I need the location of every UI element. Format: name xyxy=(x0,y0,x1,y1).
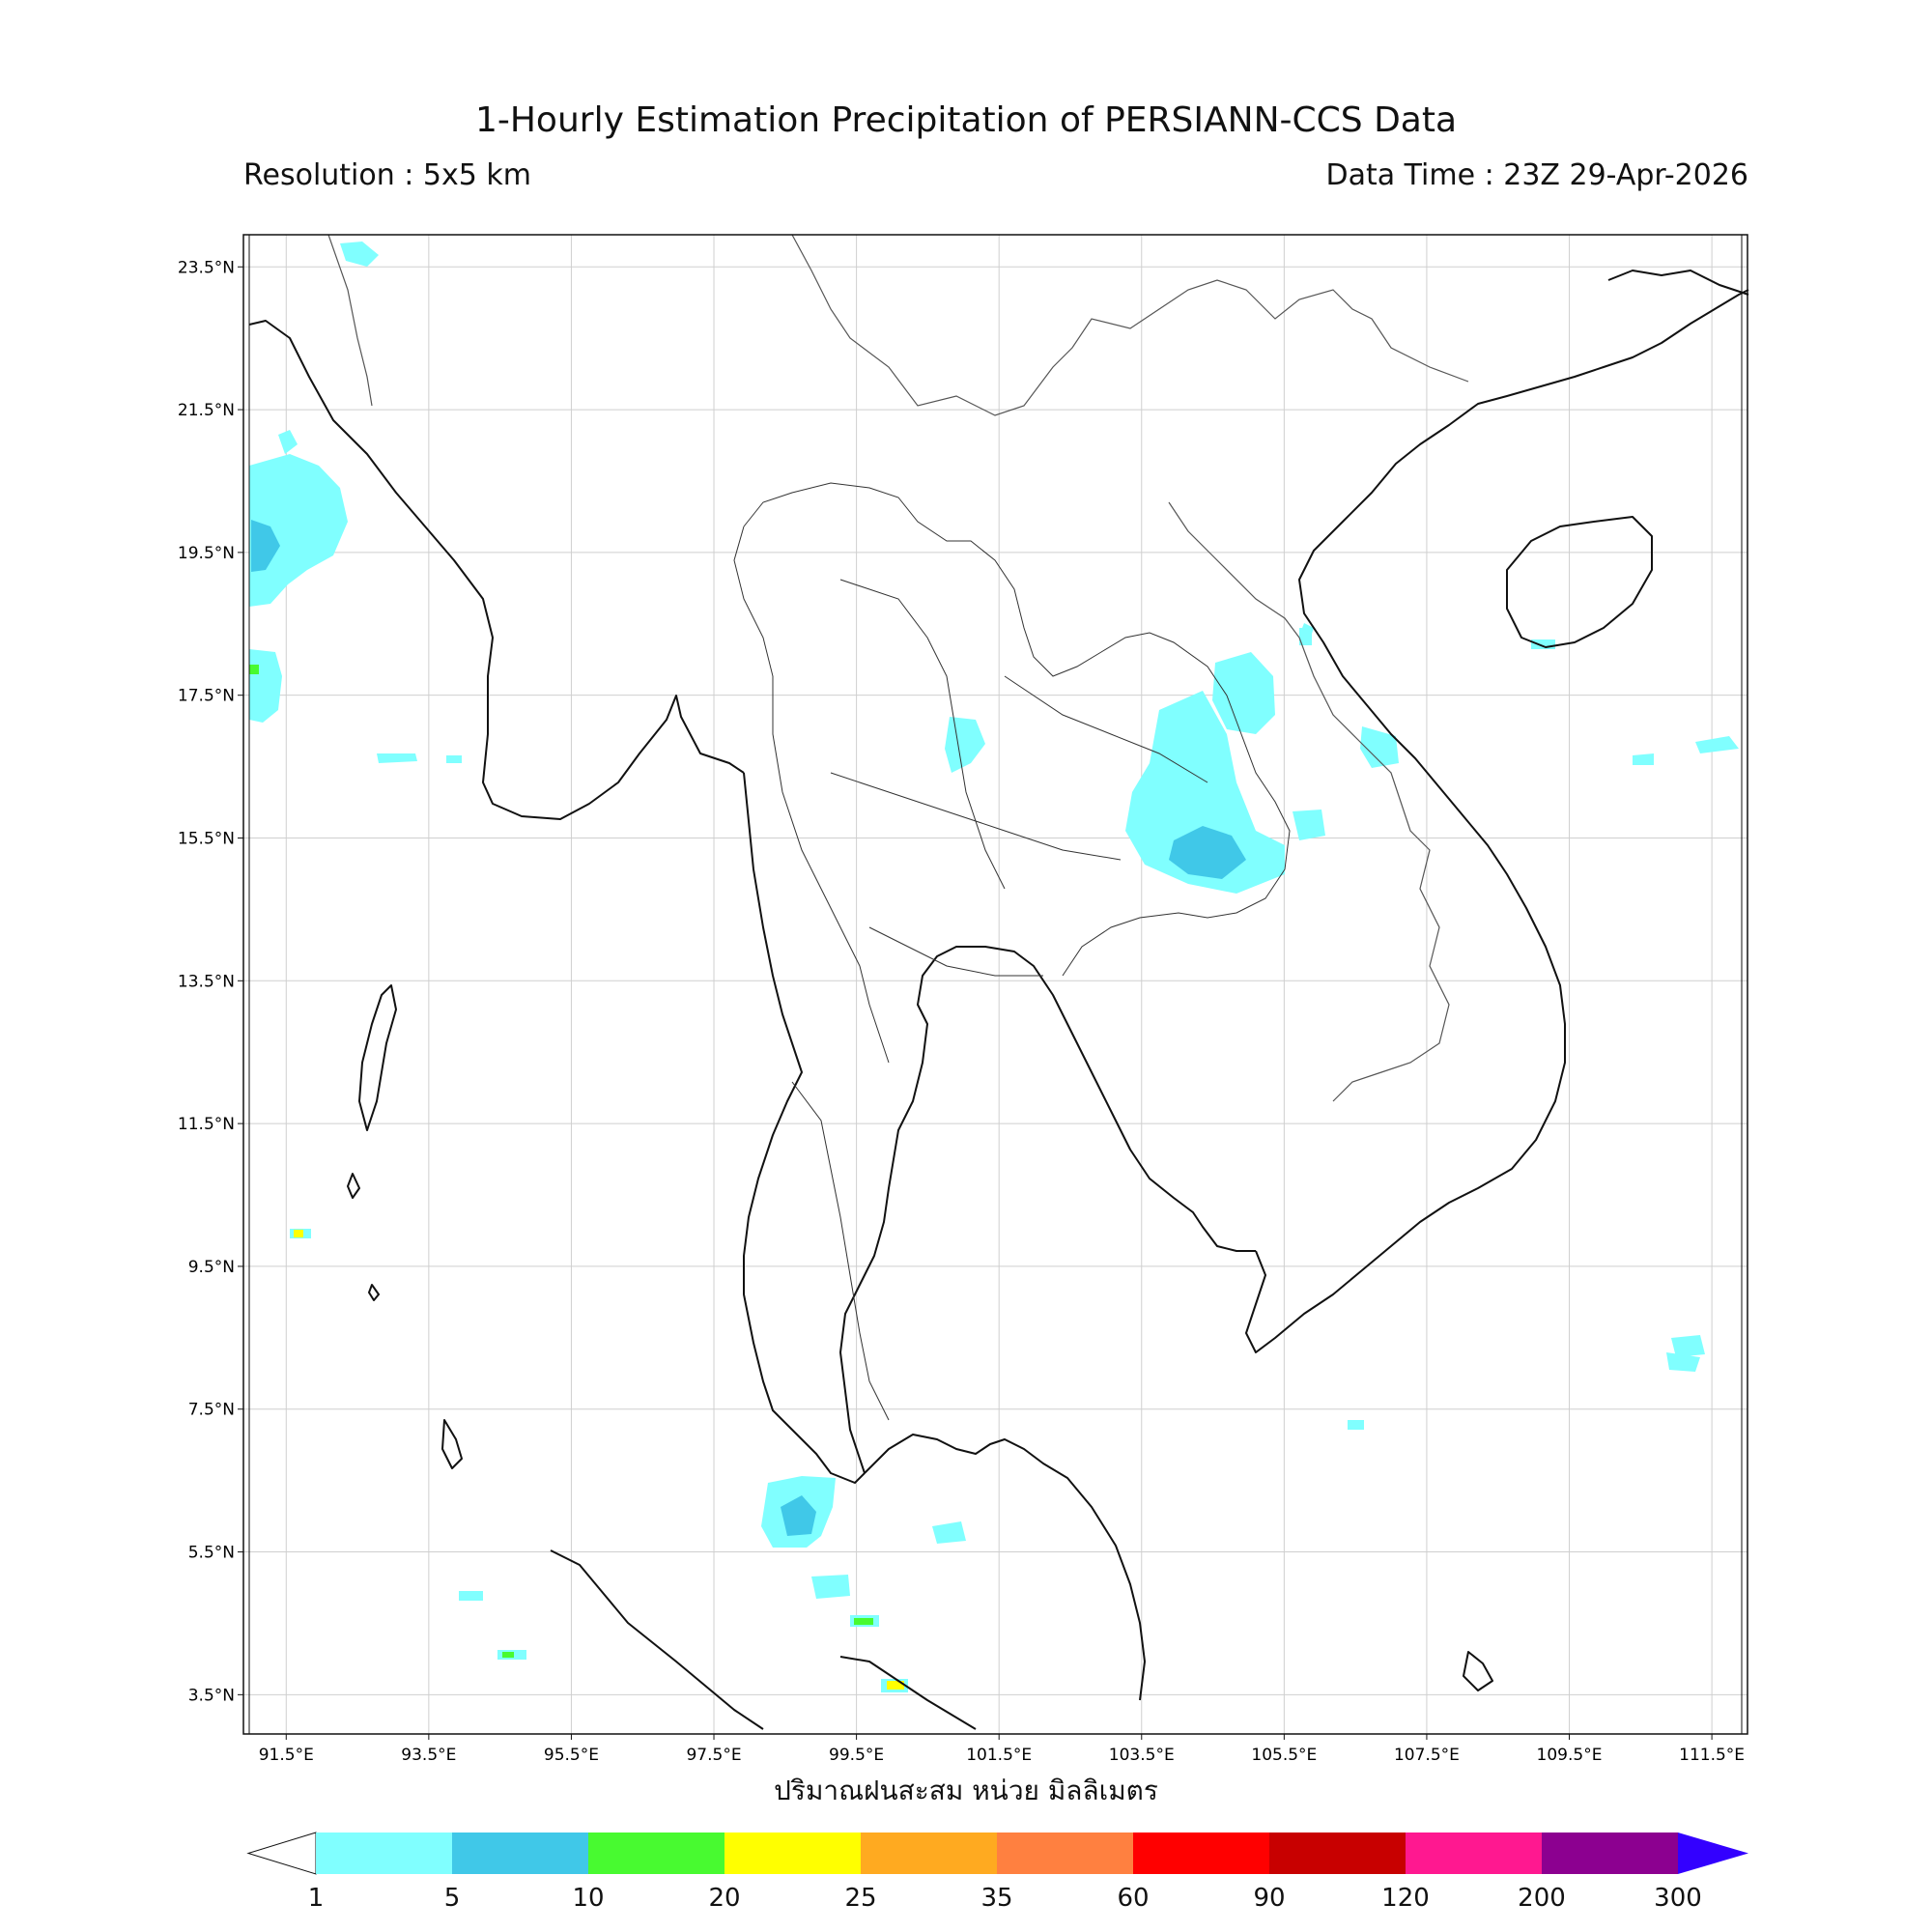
latitude-tick-label: 17.5°N xyxy=(178,687,235,706)
colorbar-level-label: 20 xyxy=(708,1884,741,1913)
coastlines xyxy=(248,270,1749,1730)
latitude-tick-label: 19.5°N xyxy=(178,544,235,563)
colorbar-level-label: 5 xyxy=(443,1884,461,1913)
latitude-tick-label: 5.5°N xyxy=(188,1544,235,1563)
longitude-tick-label: 97.5°E xyxy=(686,1746,741,1765)
rain-patch-thailand-northeast-core xyxy=(1169,826,1246,879)
colorbar-segment xyxy=(588,1833,724,1874)
longitude-tick-label: 91.5°E xyxy=(259,1746,314,1765)
colorbar-caption: ปริมาณฝนสะสม หน่วย มิลลิเมตร xyxy=(774,1775,1158,1806)
latitude-tick-label: 7.5°N xyxy=(188,1401,235,1420)
latitude-tick-label: 11.5°N xyxy=(178,1115,235,1134)
colorbar-level-label: 60 xyxy=(1117,1884,1150,1913)
colorbar-segment xyxy=(452,1833,588,1874)
colorbar-extend-high xyxy=(1678,1833,1748,1874)
rain-patch-bay-of-bengal-north xyxy=(249,430,348,607)
country-borders xyxy=(327,234,1469,1102)
colorbar xyxy=(246,1832,1748,1875)
rain-patch-myanmar-north xyxy=(340,242,379,267)
colorbar-level-label: 10 xyxy=(572,1884,605,1913)
latitude-labels: 23.5°N 21.5°N 19.5°N 17.5°N 15.5°N 13.5°N 11.5… xyxy=(178,258,243,1705)
latitude-tick-label: 15.5°N xyxy=(178,829,235,848)
colorbar-level-label: 1 xyxy=(307,1884,325,1913)
latitude-tick-label: 21.5°N xyxy=(178,401,235,420)
colorbar-level-label: 35 xyxy=(980,1884,1013,1913)
colorbar-level-label: 200 xyxy=(1518,1884,1566,1913)
latitude-tick-label: 23.5°N xyxy=(178,258,235,277)
longitude-tick-label: 107.5°E xyxy=(1394,1746,1460,1765)
colorbar-segment xyxy=(861,1833,997,1874)
latitude-tick-label: 3.5°N xyxy=(188,1686,235,1705)
longitude-tick-label: 93.5°E xyxy=(401,1746,456,1765)
colorbar-segment xyxy=(1269,1833,1406,1874)
colorbar-level-label: 90 xyxy=(1253,1884,1286,1913)
longitude-tick-label: 101.5°E xyxy=(966,1746,1032,1765)
colorbar-segment xyxy=(724,1833,861,1874)
rain-patch-bay-of-bengal-mid xyxy=(249,649,462,763)
colorbar-level-label: 25 xyxy=(844,1884,877,1913)
rain-patch-south-china-sea xyxy=(1299,628,1739,1430)
colorbar-segment xyxy=(1542,1833,1678,1874)
thailand-province-boundaries xyxy=(733,482,1291,1421)
longitude-tick-label: 95.5°E xyxy=(544,1746,599,1765)
rain-cells-intense xyxy=(294,1230,904,1690)
longitude-labels: 91.5°E 93.5°E 95.5°E 97.5°E 99.5°E 101.5°E 103… xyxy=(259,1734,1745,1765)
colorbar-segment xyxy=(1406,1833,1542,1874)
colorbar-segment xyxy=(997,1833,1133,1874)
longitude-tick-label: 103.5°E xyxy=(1109,1746,1175,1765)
map-title: 1-Hourly Estimation Precipitation of PER… xyxy=(474,100,1458,140)
latitude-tick-label: 13.5°N xyxy=(178,972,235,991)
colorbar-segment xyxy=(1133,1833,1269,1874)
latitude-tick-label: 9.5°N xyxy=(188,1258,235,1277)
resolution-label: Resolution : 5x5 km xyxy=(243,158,531,192)
rain-patch-andaman-south-core xyxy=(781,1495,816,1536)
longitude-tick-label: 111.5°E xyxy=(1679,1746,1745,1765)
colorbar-segment xyxy=(316,1833,452,1874)
longitude-tick-label: 109.5°E xyxy=(1537,1746,1603,1765)
rain-patch-bay-of-bengal-north-core xyxy=(251,520,280,572)
precipitation-areas xyxy=(249,242,1739,1692)
data-time-label: Data Time : 23Z 29-Apr-2026 xyxy=(1325,158,1748,192)
colorbar-level-label: 120 xyxy=(1381,1884,1430,1913)
map-gridlines xyxy=(243,235,1747,1734)
rain-patch-laos-thailand-northeast xyxy=(945,623,1399,894)
longitude-tick-label: 105.5°E xyxy=(1251,1746,1317,1765)
colorbar-level-label: 300 xyxy=(1654,1884,1702,1913)
map-frame xyxy=(242,234,1748,1735)
colorbar-extend-low xyxy=(246,1832,317,1875)
longitude-tick-label: 99.5°E xyxy=(829,1746,884,1765)
rain-cell-green xyxy=(249,665,259,674)
